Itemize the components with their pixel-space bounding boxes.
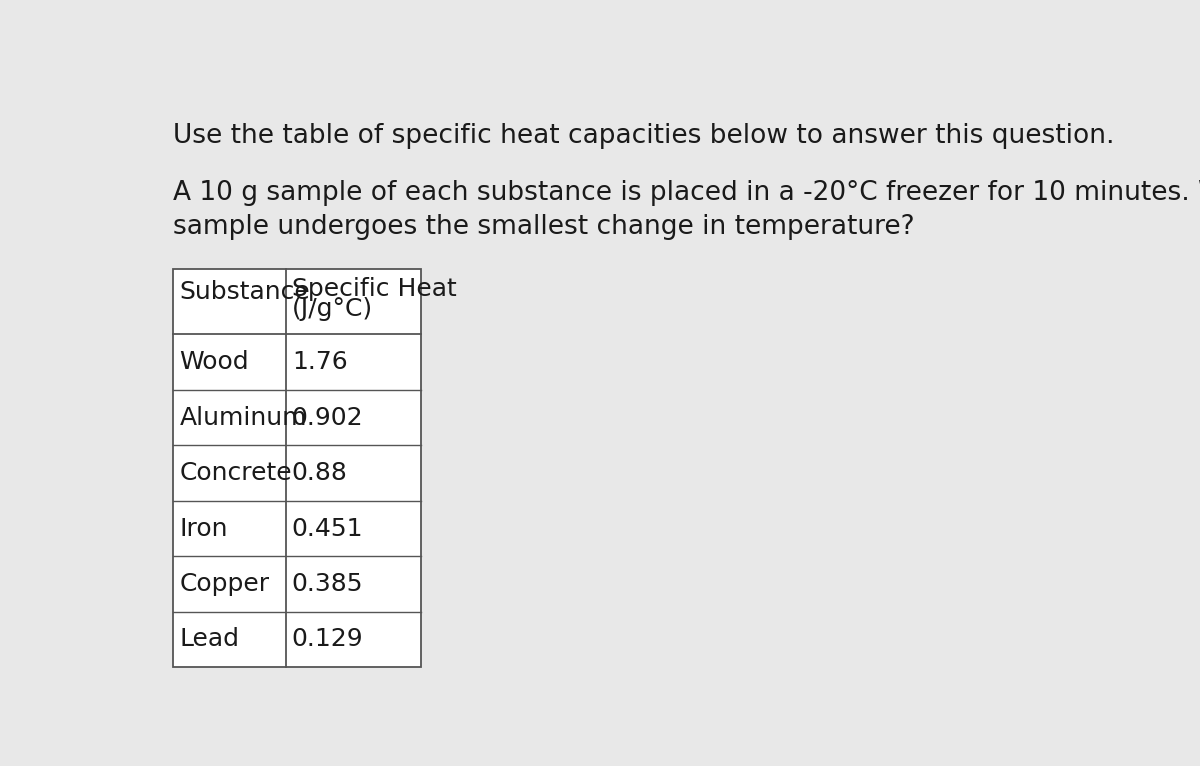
Text: Copper: Copper (180, 572, 270, 596)
Text: 0.129: 0.129 (292, 627, 364, 651)
Text: Aluminum: Aluminum (180, 406, 307, 430)
Text: 0.88: 0.88 (292, 461, 348, 485)
Bar (173, 269, 421, 667)
Text: Iron: Iron (180, 516, 228, 541)
Text: sample undergoes the smallest change in temperature?: sample undergoes the smallest change in … (173, 214, 914, 240)
Text: Lead: Lead (180, 627, 240, 651)
Text: (J/g°C): (J/g°C) (292, 296, 373, 321)
Text: Concrete: Concrete (180, 461, 292, 485)
Text: A 10 g sample of each substance is placed in a -20°C freezer for 10 minutes. Whi: A 10 g sample of each substance is place… (173, 181, 1200, 207)
Text: 0.385: 0.385 (292, 572, 364, 596)
Text: Use the table of specific heat capacities below to answer this question.: Use the table of specific heat capacitie… (173, 123, 1115, 149)
Text: Wood: Wood (180, 350, 250, 374)
Text: Specific Heat: Specific Heat (292, 277, 456, 301)
Text: 0.451: 0.451 (292, 516, 364, 541)
Text: 0.902: 0.902 (292, 406, 364, 430)
Text: 1.76: 1.76 (292, 350, 348, 374)
Text: Substance: Substance (180, 280, 310, 304)
